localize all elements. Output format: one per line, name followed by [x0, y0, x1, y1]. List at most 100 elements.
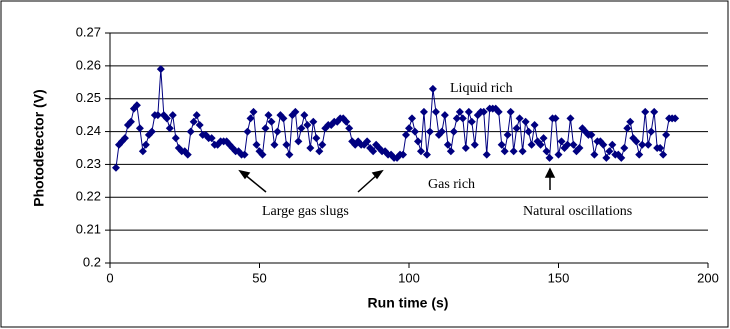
marker	[405, 124, 413, 133]
marker	[494, 107, 503, 116]
marker	[300, 111, 309, 120]
marker	[521, 117, 530, 126]
annotation: Natural oscillations	[523, 204, 632, 219]
marker	[599, 140, 608, 149]
marker	[626, 117, 635, 126]
marker	[303, 121, 312, 129]
marker	[482, 150, 491, 159]
marker	[171, 134, 180, 143]
marker	[207, 134, 216, 143]
marker	[527, 140, 536, 149]
marker	[542, 147, 551, 156]
marker	[252, 140, 261, 149]
marker	[479, 107, 488, 116]
marker	[258, 150, 267, 159]
marker	[632, 137, 641, 146]
x-tick-label: 0	[106, 270, 113, 285]
marker	[497, 140, 506, 149]
annotation: Large gas slugs	[262, 204, 349, 219]
arrows	[238, 167, 556, 193]
marker	[294, 137, 303, 146]
marker	[662, 130, 671, 139]
marker	[189, 117, 198, 126]
marker	[554, 150, 563, 159]
marker	[297, 124, 306, 133]
y-tick-label: 0.25	[76, 90, 101, 105]
x-tick-label: 50	[252, 270, 266, 285]
marker	[428, 84, 437, 93]
marker	[452, 114, 461, 123]
marker	[141, 140, 150, 149]
marker	[623, 124, 632, 133]
marker	[282, 140, 291, 149]
y-axis-label: Photodetector (V)	[31, 89, 47, 206]
marker	[449, 127, 458, 136]
marker	[240, 150, 249, 159]
marker	[437, 127, 446, 136]
marker	[512, 124, 521, 133]
marker	[608, 140, 617, 149]
marker	[309, 117, 318, 126]
marker	[195, 121, 204, 129]
arrowhead	[238, 169, 251, 180]
marker	[455, 107, 464, 116]
marker	[644, 140, 653, 149]
x-tick-label: 150	[548, 270, 570, 285]
y-tick-label: 0.21	[76, 222, 101, 237]
marker	[318, 140, 327, 149]
x-axis-label: Run time (s)	[368, 295, 449, 311]
marker	[413, 137, 422, 146]
marker	[153, 111, 162, 120]
x-tick-label: 100	[398, 270, 420, 285]
marker	[416, 147, 425, 156]
marker	[261, 124, 270, 133]
marker	[539, 134, 548, 143]
marker	[422, 150, 431, 159]
marker	[132, 101, 141, 110]
marker	[530, 121, 539, 129]
marker	[464, 107, 473, 116]
marker	[671, 114, 680, 123]
marker	[186, 127, 195, 136]
marker	[470, 140, 479, 149]
marker	[342, 117, 351, 126]
marker	[285, 150, 294, 159]
marker	[590, 150, 599, 159]
marker	[617, 153, 626, 162]
marker	[147, 127, 156, 136]
marker	[659, 150, 668, 159]
marker	[431, 107, 440, 116]
marker	[363, 137, 372, 146]
marker	[264, 111, 273, 120]
marker	[605, 147, 614, 156]
marker	[563, 140, 572, 149]
marker	[321, 124, 330, 133]
marker	[635, 150, 644, 159]
arrowhead	[544, 167, 556, 178]
marker	[279, 114, 288, 123]
y-tick-label: 0.24	[76, 123, 101, 138]
marker	[620, 144, 629, 152]
marker	[461, 144, 470, 152]
marker	[369, 147, 378, 156]
marker	[443, 140, 452, 149]
marker	[156, 65, 165, 74]
marker	[126, 117, 135, 126]
y-tick-label: 0.26	[76, 57, 101, 72]
arrow	[357, 173, 379, 193]
marker	[162, 114, 171, 123]
x-tick-label: 200	[697, 270, 719, 285]
marker	[399, 150, 408, 159]
marker	[135, 124, 144, 133]
marker	[419, 107, 428, 116]
annotation: Gas rich	[428, 177, 475, 192]
marker	[407, 114, 416, 123]
marker	[246, 114, 255, 123]
marker	[243, 127, 252, 136]
marker	[458, 114, 467, 123]
marker	[446, 147, 455, 156]
annotation: Liquid rich	[450, 81, 513, 96]
marker	[315, 147, 324, 156]
marker	[515, 114, 524, 123]
